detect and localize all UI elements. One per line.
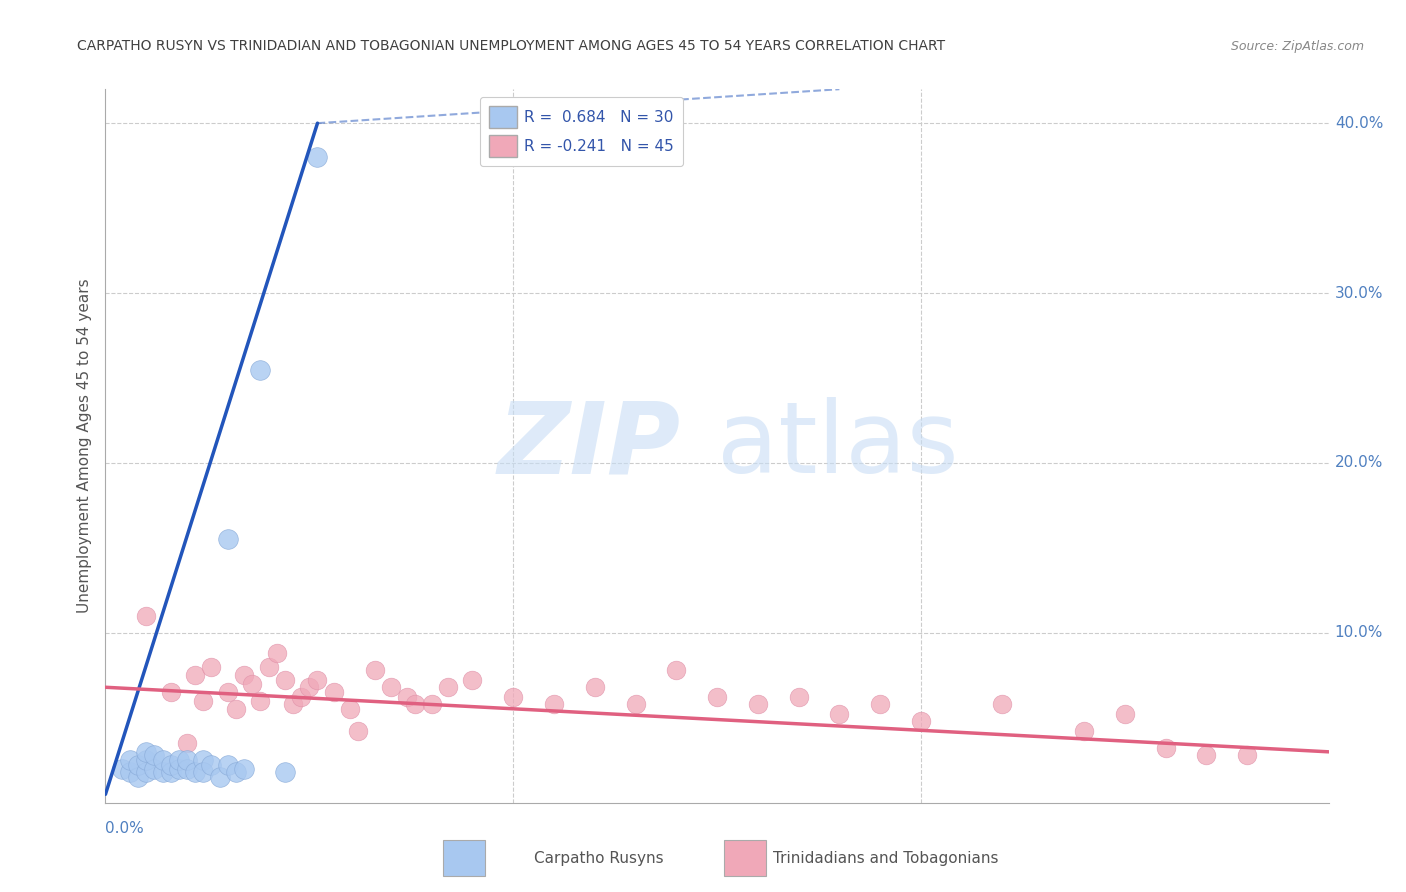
Point — [143, 762, 166, 776]
Point — [118, 753, 141, 767]
Point — [217, 533, 239, 547]
Text: 30.0%: 30.0% — [1334, 285, 1384, 301]
Point — [404, 698, 426, 712]
Text: 10.0%: 10.0% — [1334, 625, 1384, 640]
Point — [208, 770, 231, 784]
Point — [176, 753, 198, 767]
Point — [461, 673, 484, 688]
Point — [396, 690, 419, 705]
Point — [193, 753, 215, 767]
Point — [193, 694, 215, 708]
Point — [380, 680, 402, 694]
Point — [502, 690, 524, 705]
Point — [143, 748, 166, 763]
Text: atlas: atlas — [717, 398, 959, 494]
Point — [184, 765, 207, 780]
Point — [910, 714, 932, 729]
Point — [257, 660, 280, 674]
Point — [298, 680, 321, 694]
Point — [583, 680, 606, 694]
Point — [135, 765, 157, 780]
Point — [624, 698, 647, 712]
Point — [152, 753, 174, 767]
Point — [437, 680, 460, 694]
Point — [135, 745, 157, 759]
Point — [111, 762, 134, 776]
Point — [217, 758, 239, 772]
Point — [152, 765, 174, 780]
Point — [347, 724, 370, 739]
Point — [307, 150, 329, 164]
Point — [266, 646, 288, 660]
Point — [1154, 741, 1177, 756]
Point — [1195, 748, 1218, 763]
Text: CARPATHO RUSYN VS TRINIDADIAN AND TOBAGONIAN UNEMPLOYMENT AMONG AGES 45 TO 54 YE: CARPATHO RUSYN VS TRINIDADIAN AND TOBAGO… — [77, 39, 945, 54]
Point — [787, 690, 810, 705]
Point — [274, 765, 297, 780]
Point — [1073, 724, 1095, 739]
Point — [233, 762, 256, 776]
Point — [118, 765, 141, 780]
Text: Carpatho Rusyns: Carpatho Rusyns — [534, 851, 664, 865]
Point — [249, 362, 271, 376]
Point — [339, 702, 361, 716]
Text: 20.0%: 20.0% — [1334, 456, 1384, 470]
Point — [249, 694, 271, 708]
Point — [240, 677, 263, 691]
Point — [991, 698, 1014, 712]
Point — [706, 690, 728, 705]
Point — [869, 698, 891, 712]
Point — [290, 690, 312, 705]
Point — [159, 685, 181, 699]
Point — [281, 698, 304, 712]
Point — [200, 758, 222, 772]
Point — [828, 707, 851, 722]
Point — [135, 753, 157, 767]
Point — [135, 608, 157, 623]
Legend: R =  0.684   N = 30, R = -0.241   N = 45: R = 0.684 N = 30, R = -0.241 N = 45 — [479, 97, 683, 166]
Point — [307, 673, 329, 688]
Point — [225, 765, 247, 780]
Point — [274, 673, 297, 688]
Point — [543, 698, 565, 712]
Text: Source: ZipAtlas.com: Source: ZipAtlas.com — [1230, 40, 1364, 53]
Point — [159, 758, 181, 772]
Point — [200, 660, 222, 674]
Point — [217, 685, 239, 699]
Point — [1114, 707, 1136, 722]
Text: Trinidadians and Tobagonians: Trinidadians and Tobagonians — [773, 851, 998, 865]
Point — [127, 758, 149, 772]
Point — [159, 765, 181, 780]
Point — [225, 702, 247, 716]
Text: 40.0%: 40.0% — [1334, 116, 1384, 131]
Point — [322, 685, 344, 699]
Text: 0.0%: 0.0% — [105, 821, 145, 836]
Text: ZIP: ZIP — [498, 398, 681, 494]
Point — [747, 698, 769, 712]
Point — [127, 770, 149, 784]
Point — [1236, 748, 1258, 763]
Point — [193, 765, 215, 780]
Point — [665, 663, 688, 677]
Point — [233, 668, 256, 682]
Y-axis label: Unemployment Among Ages 45 to 54 years: Unemployment Among Ages 45 to 54 years — [76, 278, 91, 614]
Point — [184, 668, 207, 682]
Point — [363, 663, 385, 677]
Point — [176, 762, 198, 776]
Point — [176, 736, 198, 750]
Point — [167, 762, 190, 776]
Point — [420, 698, 443, 712]
Point — [167, 753, 190, 767]
